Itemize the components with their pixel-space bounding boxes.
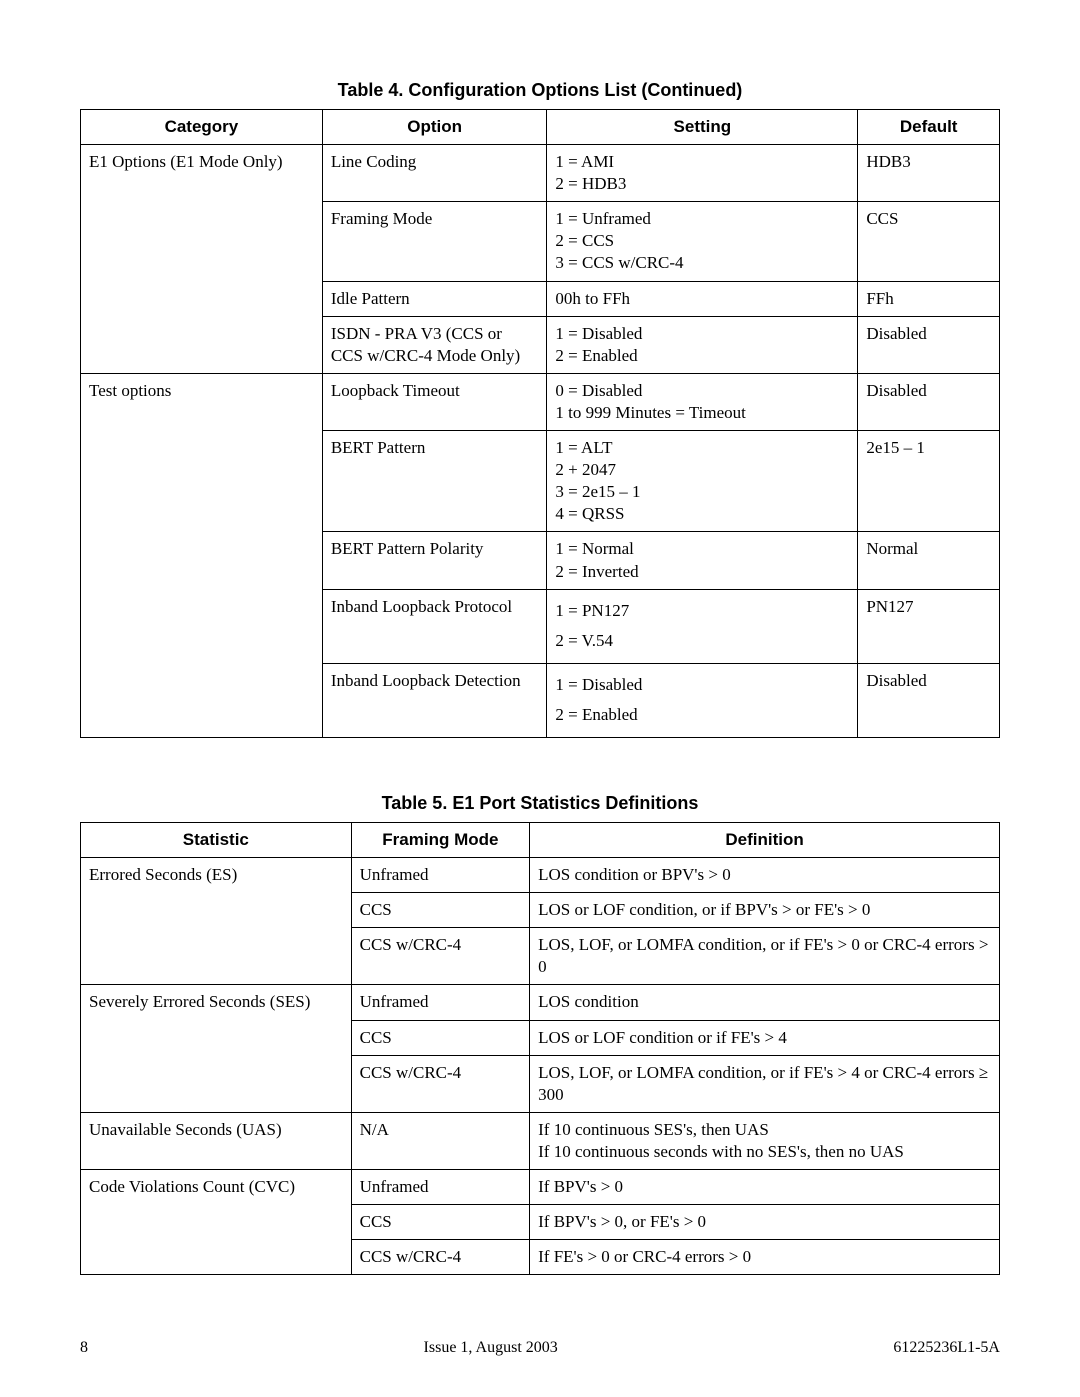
t5-def: If FE's > 0 or CRC-4 errors > 0 (530, 1240, 1000, 1275)
table4-h-setting: Setting (547, 110, 858, 145)
t4-option: Inband Loopback Protocol (322, 589, 547, 663)
t5-def: LOS or LOF condition, or if BPV's > or F… (530, 893, 1000, 928)
t4-option: BERT Pattern (322, 431, 547, 532)
t4-setting: 1 = AMI 2 = HDB3 (547, 145, 858, 202)
t4-setting: 1 = PN127 2 = V.54 (547, 589, 858, 663)
t5-def: If 10 continuous SES's, then UAS If 10 c… (530, 1112, 1000, 1169)
t4-option: BERT Pattern Polarity (322, 532, 547, 589)
footer-issue-date: Issue 1, August 2003 (424, 1339, 558, 1357)
t4-default: Disabled (858, 373, 1000, 430)
t5-def: If BPV's > 0 (530, 1170, 1000, 1205)
table-row: Errored Seconds (ES) Unframed LOS condit… (81, 858, 1000, 893)
table5-h-def: Definition (530, 822, 1000, 857)
t4-setting: 1 = Disabled 2 = Enabled (547, 663, 858, 737)
t4-setting: 00h to FFh (547, 281, 858, 316)
t5-mode: Unframed (351, 858, 530, 893)
table-row: Code Violations Count (CVC) Unframed If … (81, 1170, 1000, 1205)
t5-mode: CCS w/CRC-4 (351, 928, 530, 985)
t4-setting: 1 = ALT 2 + 2047 3 = 2e15 – 1 4 = QRSS (547, 431, 858, 532)
document-page: Table 4. Configuration Options List (Con… (0, 0, 1080, 1397)
footer-page-number: 8 (80, 1339, 88, 1357)
t4-option: Inband Loopback Detection (322, 663, 547, 737)
t4-setting: 1 = Disabled 2 = Enabled (547, 316, 858, 373)
t4-setting: 0 = Disabled 1 to 999 Minutes = Timeout (547, 373, 858, 430)
page-footer: 8 Issue 1, August 2003 61225236L1-5A (80, 1339, 1000, 1357)
t5-stat: Code Violations Count (CVC) (81, 1170, 352, 1275)
table4-config-options: Category Option Setting Default E1 Optio… (80, 109, 1000, 738)
table5-h-statistic: Statistic (81, 822, 352, 857)
table-row: Severely Errored Seconds (SES) Unframed … (81, 985, 1000, 1020)
table4-h-default: Default (858, 110, 1000, 145)
table5-caption: Table 5. E1 Port Statistics Definitions (80, 793, 1000, 814)
table4-h-category: Category (81, 110, 323, 145)
t5-mode: CCS w/CRC-4 (351, 1240, 530, 1275)
t5-def: LOS, LOF, or LOMFA condition, or if FE's… (530, 1055, 1000, 1112)
t4-setting: 1 = Normal 2 = Inverted (547, 532, 858, 589)
t4-default: Disabled (858, 663, 1000, 737)
table5-h-framing: Framing Mode (351, 822, 530, 857)
t4-default: CCS (858, 202, 1000, 281)
table4-header-row: Category Option Setting Default (81, 110, 1000, 145)
t5-def: LOS condition or BPV's > 0 (530, 858, 1000, 893)
t4-default: Normal (858, 532, 1000, 589)
t4-category: Test options (81, 373, 323, 737)
t4-setting: 1 = Unframed 2 = CCS 3 = CCS w/CRC-4 (547, 202, 858, 281)
table-row: E1 Options (E1 Mode Only) Line Coding 1 … (81, 145, 1000, 202)
table5-header-row: Statistic Framing Mode Definition (81, 822, 1000, 857)
t5-stat: Severely Errored Seconds (SES) (81, 985, 352, 1112)
t5-def: LOS condition (530, 985, 1000, 1020)
t5-mode: CCS (351, 1020, 530, 1055)
t4-option: ISDN - PRA V3 (CCS or CCS w/CRC-4 Mode O… (322, 316, 547, 373)
footer-doc-id: 61225236L1-5A (893, 1339, 1000, 1357)
t5-mode: CCS (351, 1205, 530, 1240)
t4-option: Line Coding (322, 145, 547, 202)
table4-caption: Table 4. Configuration Options List (Con… (80, 80, 1000, 101)
t4-option: Idle Pattern (322, 281, 547, 316)
t4-default: PN127 (858, 589, 1000, 663)
t4-default: Disabled (858, 316, 1000, 373)
table4-h-option: Option (322, 110, 547, 145)
t4-default: 2e15 – 1 (858, 431, 1000, 532)
t5-def: LOS or LOF condition or if FE's > 4 (530, 1020, 1000, 1055)
t4-option: Framing Mode (322, 202, 547, 281)
t5-mode: CCS (351, 893, 530, 928)
t5-stat: Unavailable Seconds (UAS) (81, 1112, 352, 1169)
t4-option: Loopback Timeout (322, 373, 547, 430)
table-row: Test options Loopback Timeout 0 = Disabl… (81, 373, 1000, 430)
t4-category: E1 Options (E1 Mode Only) (81, 145, 323, 374)
table5-e1-port-stats: Statistic Framing Mode Definition Errore… (80, 822, 1000, 1275)
t4-default: HDB3 (858, 145, 1000, 202)
t4-default: FFh (858, 281, 1000, 316)
table-row: Unavailable Seconds (UAS) N/A If 10 cont… (81, 1112, 1000, 1169)
t5-mode: CCS w/CRC-4 (351, 1055, 530, 1112)
t5-stat: Errored Seconds (ES) (81, 858, 352, 985)
t5-def: LOS, LOF, or LOMFA condition, or if FE's… (530, 928, 1000, 985)
t5-mode: Unframed (351, 985, 530, 1020)
t5-mode: N/A (351, 1112, 530, 1169)
t5-mode: Unframed (351, 1170, 530, 1205)
t5-def: If BPV's > 0, or FE's > 0 (530, 1205, 1000, 1240)
